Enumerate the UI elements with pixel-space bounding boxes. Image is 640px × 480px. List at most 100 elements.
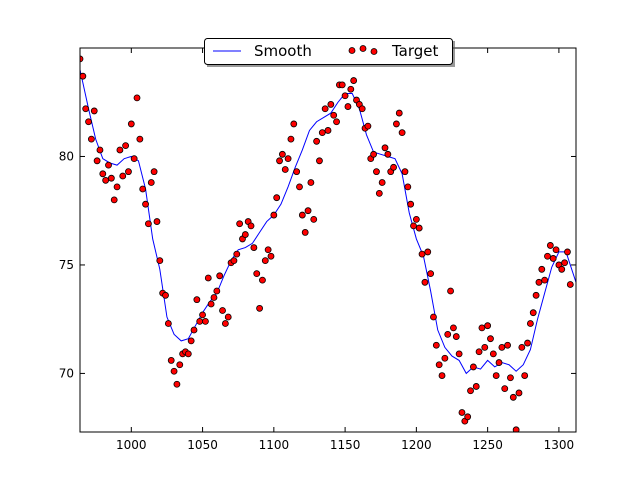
target-point	[481, 343, 489, 351]
target-point	[478, 324, 486, 332]
target-point	[113, 183, 121, 191]
y-tick-label: 70	[59, 366, 74, 380]
target-point	[105, 161, 112, 169]
target-point	[281, 166, 289, 173]
target-point	[324, 127, 332, 134]
target-point	[458, 409, 466, 416]
target-point	[267, 252, 275, 260]
target-point	[122, 142, 130, 150]
target-point	[421, 278, 429, 286]
target-point	[507, 374, 514, 382]
target-point	[561, 259, 568, 267]
target-point	[441, 354, 449, 362]
target-point	[407, 200, 415, 208]
target-point	[184, 350, 192, 358]
target-point	[435, 361, 443, 369]
target-point	[213, 287, 221, 295]
target-point	[250, 244, 258, 251]
target-point	[296, 183, 303, 191]
target-point	[318, 129, 326, 137]
target-point	[207, 300, 215, 308]
target-point	[467, 387, 474, 395]
target-point	[384, 150, 392, 158]
target-point	[304, 207, 312, 215]
target-point	[162, 291, 169, 299]
target-point	[259, 276, 266, 284]
axes-tick-labels: 1000 1050 1100 1150 1200 1250 1300 70 75 80	[59, 149, 574, 452]
target-point	[139, 185, 147, 193]
target-point	[290, 120, 298, 128]
target-point	[395, 109, 403, 117]
target-point	[88, 135, 95, 143]
x-tick-label: 1200	[401, 438, 432, 452]
target-point	[96, 146, 104, 154]
target-point	[524, 339, 531, 347]
target-point	[287, 135, 295, 143]
target-point	[398, 129, 406, 137]
target-point	[418, 250, 426, 258]
legend-target-marker	[348, 47, 356, 54]
target-point	[489, 350, 497, 358]
target-point	[199, 311, 206, 319]
target-point	[221, 320, 229, 327]
target-point	[313, 137, 321, 145]
y-tick-label: 75	[59, 258, 74, 272]
target-point	[187, 337, 195, 345]
target-point	[196, 317, 204, 325]
target-point	[224, 313, 232, 321]
target-point	[82, 105, 90, 113]
target-point	[450, 324, 457, 332]
target-point	[495, 359, 503, 366]
x-tick-label: 1000	[116, 438, 147, 452]
target-point	[375, 189, 383, 197]
target-point	[566, 281, 574, 288]
target-point	[230, 257, 238, 265]
target-point	[430, 313, 437, 321]
target-point	[475, 348, 483, 356]
target-point	[412, 215, 420, 223]
target-point	[273, 194, 281, 202]
target-point	[219, 307, 226, 314]
target-point	[370, 150, 378, 158]
target-point	[438, 372, 446, 379]
target-point	[173, 380, 181, 388]
target-point	[278, 150, 286, 158]
x-tick-label: 1100	[259, 438, 290, 452]
target-point	[404, 183, 412, 191]
target-point	[381, 144, 389, 152]
target-point	[415, 224, 423, 232]
target-point	[338, 81, 346, 89]
target-point	[150, 168, 158, 176]
target-point	[93, 157, 101, 165]
target-point	[498, 343, 506, 351]
target-point	[487, 335, 494, 343]
target-point	[535, 278, 543, 286]
legend-box	[204, 38, 453, 65]
target-point	[427, 270, 435, 278]
target-point	[444, 330, 452, 338]
target-point	[518, 343, 526, 351]
target-point	[202, 317, 209, 325]
target-point	[130, 155, 138, 163]
target-point	[99, 170, 107, 178]
target-point	[432, 341, 440, 349]
target-point	[145, 220, 152, 228]
target-point	[142, 200, 149, 208]
target-point	[119, 172, 127, 180]
target-point	[515, 389, 523, 397]
target-point	[390, 163, 397, 171]
target-point	[492, 372, 500, 379]
target-point	[549, 255, 557, 262]
target-point	[472, 383, 480, 390]
target-point	[125, 168, 132, 176]
x-tick-label: 1050	[187, 438, 218, 452]
data-marks	[80, 55, 576, 432]
target-point	[256, 304, 263, 312]
x-tick-label: 1150	[330, 438, 361, 452]
target-point	[333, 118, 340, 126]
target-point	[512, 426, 520, 432]
target-point	[552, 246, 560, 254]
target-point	[116, 146, 124, 154]
target-point	[469, 363, 477, 371]
